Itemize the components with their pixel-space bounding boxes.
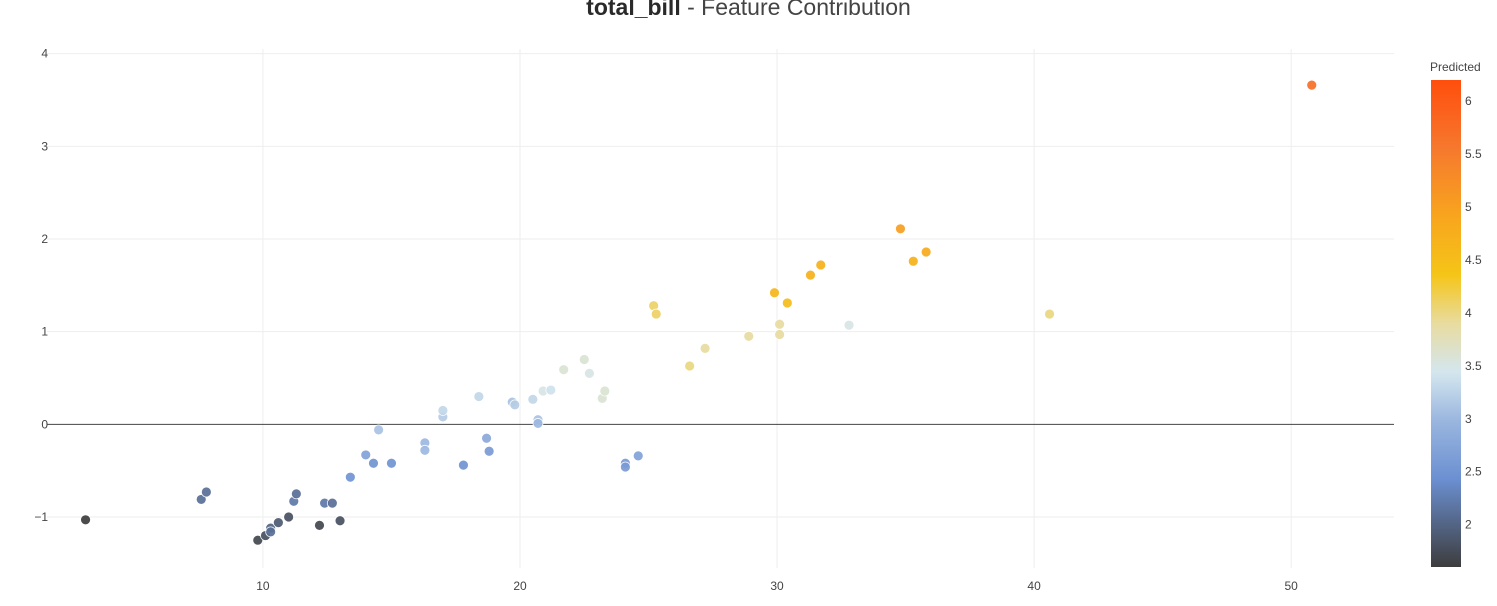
colorbar-tick-label: 6 xyxy=(1465,94,1472,108)
data-point[interactable] xyxy=(578,354,590,365)
data-point[interactable] xyxy=(920,246,932,258)
data-point[interactable] xyxy=(334,515,346,527)
data-point[interactable] xyxy=(458,459,469,471)
data-point[interactable] xyxy=(743,330,755,342)
data-point[interactable] xyxy=(314,519,325,531)
grid-lines xyxy=(47,49,1394,568)
x-tick-label: 20 xyxy=(513,579,527,593)
y-tick-label: 4 xyxy=(41,47,48,61)
data-point[interactable] xyxy=(326,497,338,509)
colorbar: Predicted 2 2.5 3 3.5 4 4.5 5 5.5 6 xyxy=(1430,60,1482,567)
data-point[interactable] xyxy=(774,318,786,330)
data-points[interactable] xyxy=(80,79,1318,546)
data-point[interactable] xyxy=(699,342,711,354)
chart-title-feature: total_bill xyxy=(586,0,681,20)
data-point[interactable] xyxy=(481,432,492,444)
data-point[interactable] xyxy=(558,364,570,376)
data-point[interactable] xyxy=(815,259,827,271)
data-point[interactable] xyxy=(360,449,372,461)
data-point[interactable] xyxy=(684,360,696,372)
x-tick-label: 10 xyxy=(256,579,270,593)
data-point[interactable] xyxy=(895,223,906,235)
chart-title-suffix: - Feature Contribution xyxy=(680,0,911,20)
data-point[interactable] xyxy=(290,488,302,500)
data-point[interactable] xyxy=(386,457,397,469)
data-point[interactable] xyxy=(344,471,356,483)
data-point[interactable] xyxy=(200,486,212,498)
data-point[interactable] xyxy=(509,399,521,411)
data-point[interactable] xyxy=(195,494,207,505)
data-point[interactable] xyxy=(632,450,644,462)
data-point[interactable] xyxy=(373,424,385,436)
colorbar-tick-label: 5 xyxy=(1465,200,1472,214)
data-point[interactable] xyxy=(619,461,631,473)
data-point[interactable] xyxy=(650,308,662,320)
colorbar-tick-label: 3 xyxy=(1465,412,1472,426)
data-point[interactable] xyxy=(80,514,91,526)
colorbar-title: Predicted xyxy=(1430,60,1481,74)
x-tick-label: 40 xyxy=(1027,579,1041,593)
x-tick-label: 30 xyxy=(770,579,784,593)
colorbar-tick-label: 4 xyxy=(1465,306,1472,320)
data-point[interactable] xyxy=(265,526,277,538)
y-axis-tick-labels: −1 0 1 2 3 4 xyxy=(34,47,48,524)
colorbar-tick-label: 2 xyxy=(1465,518,1472,532)
data-point[interactable] xyxy=(532,418,544,429)
data-point[interactable] xyxy=(483,445,495,457)
y-tick-label: 2 xyxy=(41,232,48,246)
y-tick-label: −1 xyxy=(34,510,48,524)
colorbar-tick-label: 5.5 xyxy=(1465,147,1482,161)
data-point[interactable] xyxy=(781,297,793,309)
x-axis-tick-labels: 10 20 30 40 50 xyxy=(256,579,1298,593)
data-point[interactable] xyxy=(283,511,295,523)
colorbar-tick-label: 2.5 xyxy=(1465,465,1482,479)
chart-title: total_bill - Feature Contribution xyxy=(0,0,1497,21)
data-point[interactable] xyxy=(583,367,595,379)
colorbar-gradient xyxy=(1431,80,1461,567)
data-point[interactable] xyxy=(473,391,485,402)
data-point[interactable] xyxy=(437,405,449,416)
data-point[interactable] xyxy=(272,517,284,528)
data-point[interactable] xyxy=(805,269,816,281)
y-tick-label: 0 xyxy=(41,417,48,431)
data-point[interactable] xyxy=(1306,79,1318,91)
data-point[interactable] xyxy=(774,329,786,340)
y-tick-label: 1 xyxy=(41,325,48,339)
data-point[interactable] xyxy=(527,393,539,405)
data-point[interactable] xyxy=(769,287,780,299)
data-point[interactable] xyxy=(907,255,919,267)
colorbar-tick-labels: 2 2.5 3 3.5 4 4.5 5 5.5 6 xyxy=(1465,94,1482,531)
data-point[interactable] xyxy=(1044,308,1055,320)
x-tick-label: 50 xyxy=(1284,579,1298,593)
colorbar-tick-label: 3.5 xyxy=(1465,359,1482,373)
data-point[interactable] xyxy=(419,444,431,456)
data-point[interactable] xyxy=(843,319,855,331)
data-point[interactable] xyxy=(599,385,611,397)
colorbar-tick-label: 4.5 xyxy=(1465,253,1482,267)
y-tick-label: 3 xyxy=(41,139,48,153)
data-point[interactable] xyxy=(368,457,379,469)
data-point[interactable] xyxy=(545,384,557,396)
